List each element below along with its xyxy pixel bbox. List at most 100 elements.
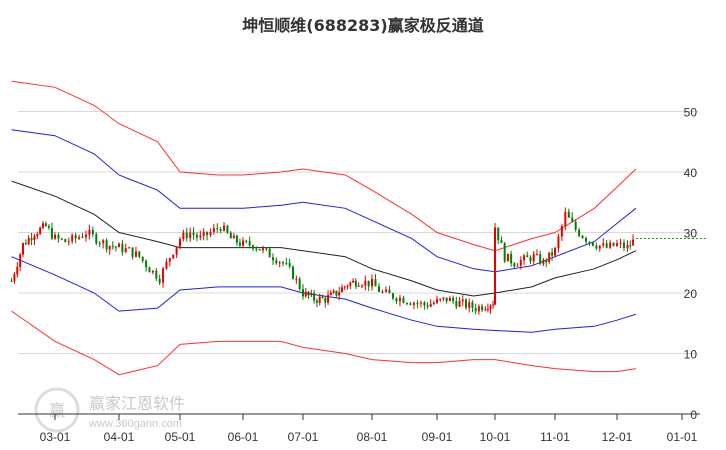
candle-body-21 — [74, 235, 77, 239]
x-tick-label-08-01: 08-01 — [357, 430, 388, 444]
candle-body-78 — [265, 248, 268, 250]
candle-body-1 — [13, 274, 16, 281]
candle-body-174 — [567, 211, 570, 218]
candle-body-181 — [591, 242, 594, 246]
candle-body-178 — [581, 235, 584, 239]
candle-body-138 — [455, 301, 458, 307]
candle-body-91 — [307, 291, 310, 296]
y-tick-label-40: 40 — [684, 166, 698, 180]
candle-body-75 — [255, 248, 258, 250]
band-line-inner-upper — [11, 129, 637, 273]
candle-body-80 — [272, 257, 274, 261]
candle-body-137 — [452, 297, 455, 302]
candle-body-118 — [388, 289, 391, 294]
candle-body-163 — [532, 254, 535, 262]
candle-body-173 — [564, 211, 567, 226]
candle-body-31 — [108, 245, 111, 250]
candle-body-110 — [360, 285, 363, 287]
candle-body-28 — [98, 243, 101, 245]
candle-body-185 — [605, 243, 608, 248]
candle-body-24 — [84, 234, 87, 238]
candle-body-100 — [332, 290, 335, 293]
candle-body-135 — [445, 297, 448, 302]
x-tick-label-11-01: 11-01 — [540, 430, 570, 444]
candle-body-82 — [278, 262, 281, 264]
candle-body-62 — [212, 228, 215, 232]
candle-body-97 — [324, 297, 327, 303]
candle-body-49 — [168, 258, 171, 262]
candle-body-128 — [423, 302, 426, 306]
x-tick-label-05-01: 05-01 — [165, 430, 196, 444]
candle-body-152 — [497, 227, 500, 241]
candle-body-53 — [182, 232, 185, 240]
channel-lines — [11, 80, 637, 376]
candle-body-39 — [134, 251, 137, 257]
candle-body-151 — [494, 227, 496, 305]
candle-body-42 — [145, 260, 148, 268]
candle-body-155 — [506, 253, 509, 262]
x-tick-label-04-01: 04-01 — [104, 430, 135, 444]
x-tick-label-10-01: 10-01 — [480, 430, 511, 444]
x-tick-label-01-01: 01-01 — [667, 430, 698, 444]
candle-body-83 — [282, 262, 284, 264]
candle-body-32 — [111, 245, 114, 247]
candle-body-61 — [209, 231, 212, 236]
y-tick-label-10: 10 — [684, 348, 698, 362]
candle-body-117 — [384, 289, 387, 292]
candle-body-125 — [412, 302, 415, 305]
candle-body-147 — [484, 309, 487, 311]
candle-body-169 — [551, 252, 554, 256]
candle-body-116 — [381, 291, 384, 293]
candle-body-85 — [288, 263, 291, 267]
x-tick-label-06-01: 06-01 — [228, 430, 259, 444]
candle-body-20 — [71, 235, 74, 242]
candle-body-111 — [364, 280, 367, 286]
candle-body-2 — [16, 266, 19, 275]
y-tick-label-20: 20 — [684, 287, 698, 301]
y-tick-label-50: 50 — [684, 106, 698, 120]
candle-body-170 — [554, 248, 556, 256]
candle-body-122 — [402, 297, 405, 304]
candle-body-124 — [409, 303, 412, 305]
candle-body-46 — [158, 278, 161, 283]
candle-body-23 — [81, 237, 84, 239]
candle-body-0 — [10, 280, 13, 282]
candle-body-119 — [391, 293, 394, 299]
candle-body-86 — [292, 266, 294, 279]
x-tick-label-03-01: 03-01 — [40, 430, 71, 444]
candle-body-183 — [598, 245, 601, 249]
candle-body-5 — [24, 243, 27, 245]
candle-body-36 — [124, 248, 127, 252]
price-candles — [10, 207, 635, 315]
candle-body-60 — [206, 231, 209, 236]
band-line-outer-lower — [11, 310, 636, 376]
candle-body-105 — [346, 285, 349, 287]
candle-body-44 — [151, 270, 154, 273]
candle-body-129 — [426, 305, 429, 307]
candle-body-167 — [545, 259, 548, 263]
candle-body-126 — [416, 302, 419, 304]
candle-body-139 — [458, 301, 461, 307]
candle-body-142 — [468, 302, 471, 308]
candle-body-33 — [114, 246, 117, 248]
band-line-mid — [11, 180, 637, 297]
candle-body-22 — [78, 237, 81, 239]
candle-body-145 — [477, 306, 480, 312]
band-line-outer-upper — [11, 80, 637, 252]
candle-body-54 — [185, 232, 188, 239]
candle-body-172 — [560, 225, 563, 237]
candle-body-95 — [318, 296, 321, 303]
candle-body-34 — [118, 243, 120, 248]
candle-body-180 — [588, 241, 591, 243]
candle-body-84 — [285, 262, 288, 264]
candle-body-88 — [298, 278, 301, 290]
candle-body-133 — [439, 298, 442, 300]
candle-body-106 — [349, 282, 352, 286]
candle-body-150 — [492, 304, 495, 306]
candle-body-162 — [529, 257, 532, 262]
candle-body-37 — [128, 247, 131, 249]
candle-body-141 — [465, 299, 467, 308]
candle-body-146 — [481, 306, 484, 311]
candle-body-14 — [50, 227, 53, 239]
